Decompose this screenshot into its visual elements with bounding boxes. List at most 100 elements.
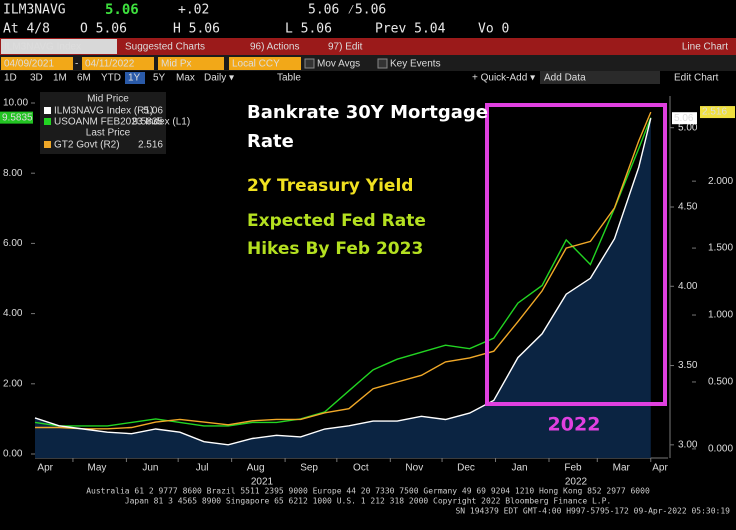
x-tick-label: Apr — [652, 463, 668, 474]
box-label: 2022 — [548, 414, 601, 436]
footer-line: Australia 61 2 9777 8600 Brazil 5511 239… — [86, 487, 650, 496]
area — [35, 118, 651, 458]
period-button[interactable]: 3D — [30, 73, 43, 84]
x-tick-label: Mar — [613, 463, 631, 474]
period-button[interactable]: 1M — [53, 73, 67, 84]
y-tick-label: 4.00 — [3, 308, 23, 319]
y-tick-label: 5.00 — [678, 122, 698, 133]
annotation: Expected Fed Rate — [247, 211, 426, 231]
y-tick-label: 8.00 — [3, 168, 23, 179]
value-tag — [672, 112, 697, 125]
volume: Vo 0 — [478, 22, 509, 37]
low: L 5.06 — [285, 22, 332, 37]
x-tick-label: Oct — [353, 463, 369, 474]
date-from: 04/09/2021 — [4, 59, 54, 70]
year-label: 2022 — [565, 477, 588, 488]
x-tick-label: Jul — [196, 463, 209, 474]
legend-header: Mid Price — [87, 94, 129, 105]
ticker: ILM3NAVG — [3, 3, 66, 18]
prev: Prev 5.04 — [375, 22, 446, 37]
date-to: 04/11/2022 — [85, 59, 135, 70]
y-tick-label: 4.00 — [678, 281, 698, 292]
legend-swatch — [44, 118, 51, 125]
annotation: Rate — [247, 131, 294, 152]
checkbox[interactable] — [377, 58, 388, 69]
change: +.02 — [178, 3, 209, 18]
x-tick-label: May — [87, 463, 106, 474]
period-button[interactable]: 5Y — [153, 73, 166, 84]
y-tick-label: 0.500 — [708, 377, 733, 388]
value-tag-label: 2.516 — [702, 107, 727, 118]
y-tick-label: 2.00 — [3, 378, 23, 389]
currency: Local CCY — [232, 59, 280, 70]
security-box[interactable] — [1, 39, 117, 54]
legend-label: ILM3NAVG Index (R1) — [54, 106, 153, 117]
legend-value: 5.06 — [144, 106, 164, 117]
value-tag — [700, 106, 735, 119]
menu-suggested[interactable]: Suggested Charts — [125, 42, 205, 53]
field: Mid Px — [161, 59, 192, 70]
high: H 5.06 — [173, 22, 220, 37]
value-tag — [0, 111, 33, 124]
period-button[interactable]: YTD — [101, 73, 121, 84]
chart-kind: Line Chart — [682, 42, 728, 53]
add-data-box[interactable] — [540, 71, 660, 84]
currency-box[interactable] — [229, 57, 301, 70]
x-tick-label: Aug — [247, 463, 265, 474]
period-selected — [125, 72, 145, 84]
date-to-box[interactable] — [82, 57, 154, 70]
period-button[interactable]: 1Y — [128, 73, 141, 84]
key-events: Key Events — [390, 59, 441, 70]
x-tick-label: Dec — [457, 463, 475, 474]
value-tag-label: 9.5835 — [2, 112, 33, 123]
frequency[interactable]: Daily ▾ — [204, 73, 234, 84]
table[interactable]: Table — [277, 73, 301, 84]
legend-swatch — [44, 107, 51, 114]
menu-actions[interactable]: 96) Actions — [250, 42, 299, 53]
quick-add[interactable]: + Quick-Add ▾ — [472, 73, 535, 84]
annotation: Hikes By Feb 2023 — [247, 239, 423, 259]
x-tick-label: Sep — [300, 463, 318, 474]
field-box[interactable] — [158, 57, 224, 70]
annotation: 2Y Treasury Yield — [247, 176, 413, 196]
legend-value: 9.5835 — [132, 117, 163, 128]
y-tick-label: 2.000 — [708, 176, 733, 187]
last-price: 5.06 — [105, 2, 139, 18]
menu-edit[interactable]: 97) Edit — [328, 42, 363, 53]
highlight-box — [485, 103, 667, 406]
y-tick-label: 0.00 — [3, 449, 23, 460]
date-sep: - — [75, 59, 78, 70]
y-tick-label: 6.00 — [3, 238, 23, 249]
period-button[interactable]: 1D — [4, 73, 17, 84]
x-tick-label: Jan — [511, 463, 527, 474]
mov-avgs: Mov Avgs — [317, 59, 360, 70]
legend-header: Last Price — [86, 128, 131, 139]
legend — [40, 92, 166, 154]
y-tick-label: 3.00 — [678, 439, 698, 450]
edit-chart[interactable]: Edit Chart — [674, 73, 719, 84]
y-tick-label: 3.50 — [678, 360, 698, 371]
legend-label: USOANM FEB2023 Index (L1) — [54, 117, 190, 128]
period-button[interactable]: 6M — [77, 73, 91, 84]
period-button[interactable]: Max — [176, 73, 195, 84]
y-tick-label: 10.00 — [3, 98, 28, 109]
series-line — [35, 111, 652, 430]
x-tick-label: Apr — [37, 463, 53, 474]
menu-bar — [0, 38, 736, 55]
checkbox[interactable] — [304, 58, 315, 69]
series-line — [34, 117, 652, 427]
y-tick-label: 1.000 — [708, 310, 733, 321]
year-label: 2021 — [251, 477, 274, 488]
x-tick-label: Feb — [564, 463, 582, 474]
footer-line: SN 194379 EDT GMT-4:00 H997-5795-172 09-… — [455, 507, 730, 516]
at-date: At 4/8 — [3, 22, 50, 37]
footer-line: Japan 81 3 4565 8900 Singapore 65 6212 1… — [125, 497, 611, 506]
legend-label: GT2 Govt (R2) — [54, 140, 120, 151]
y-tick-label: 0.000 — [708, 444, 733, 455]
open: O 5.06 — [80, 22, 127, 37]
legend-swatch — [44, 141, 51, 148]
security: ILM3NAVG Index — [4, 42, 81, 53]
date-from-box[interactable] — [1, 57, 73, 70]
value-tag-label: 5.06 — [674, 113, 694, 124]
